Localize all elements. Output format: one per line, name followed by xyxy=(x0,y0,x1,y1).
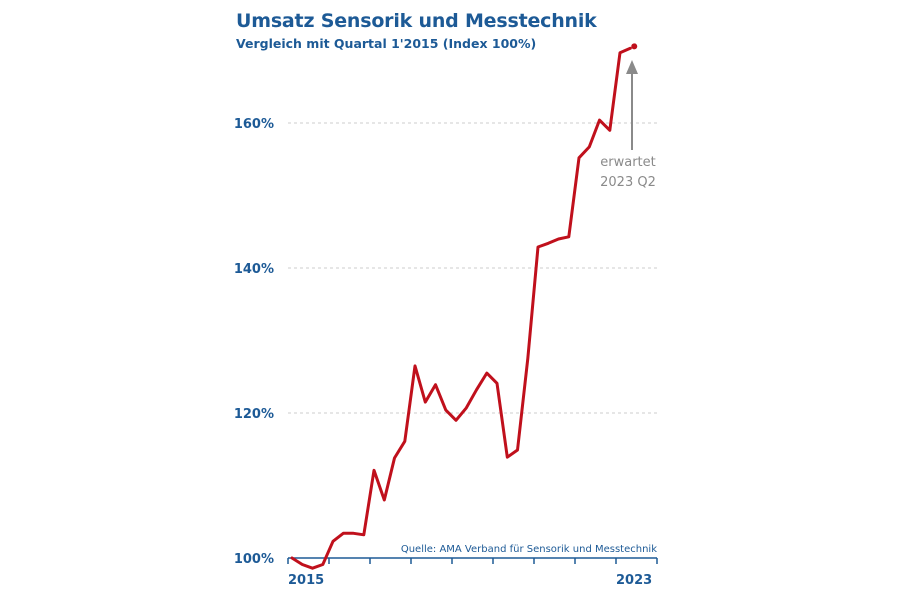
x-tick-label-2023: 2023 xyxy=(616,573,652,588)
series-group xyxy=(290,43,638,570)
y-tick-label-140: 140% xyxy=(234,262,274,277)
annotation-group: erwartet 2023 Q2 xyxy=(600,60,656,190)
chart-title: Umsatz Sensorik und Messtechnik xyxy=(236,10,597,32)
chart-subtitle: Vergleich mit Quartal 1'2015 (Index 100%… xyxy=(236,36,537,51)
y-tick-label-120: 120% xyxy=(234,407,274,422)
source-note: Quelle: AMA Verband für Sensorik und Mes… xyxy=(401,544,657,555)
x-axis xyxy=(287,557,658,564)
expected-point-marker xyxy=(631,43,638,50)
x-tick-label-2015: 2015 xyxy=(288,573,324,588)
series-line xyxy=(290,46,632,570)
y-tick-labels: 100% 120% 140% 160% xyxy=(234,117,274,567)
y-tick-label-100: 100% xyxy=(234,552,274,567)
gridlines xyxy=(288,122,657,414)
annotation-line2: 2023 Q2 xyxy=(600,175,656,190)
annotation-line1: erwartet xyxy=(600,155,655,170)
y-tick-label-160: 160% xyxy=(234,117,274,132)
annotation-arrow-head-icon xyxy=(626,60,638,74)
